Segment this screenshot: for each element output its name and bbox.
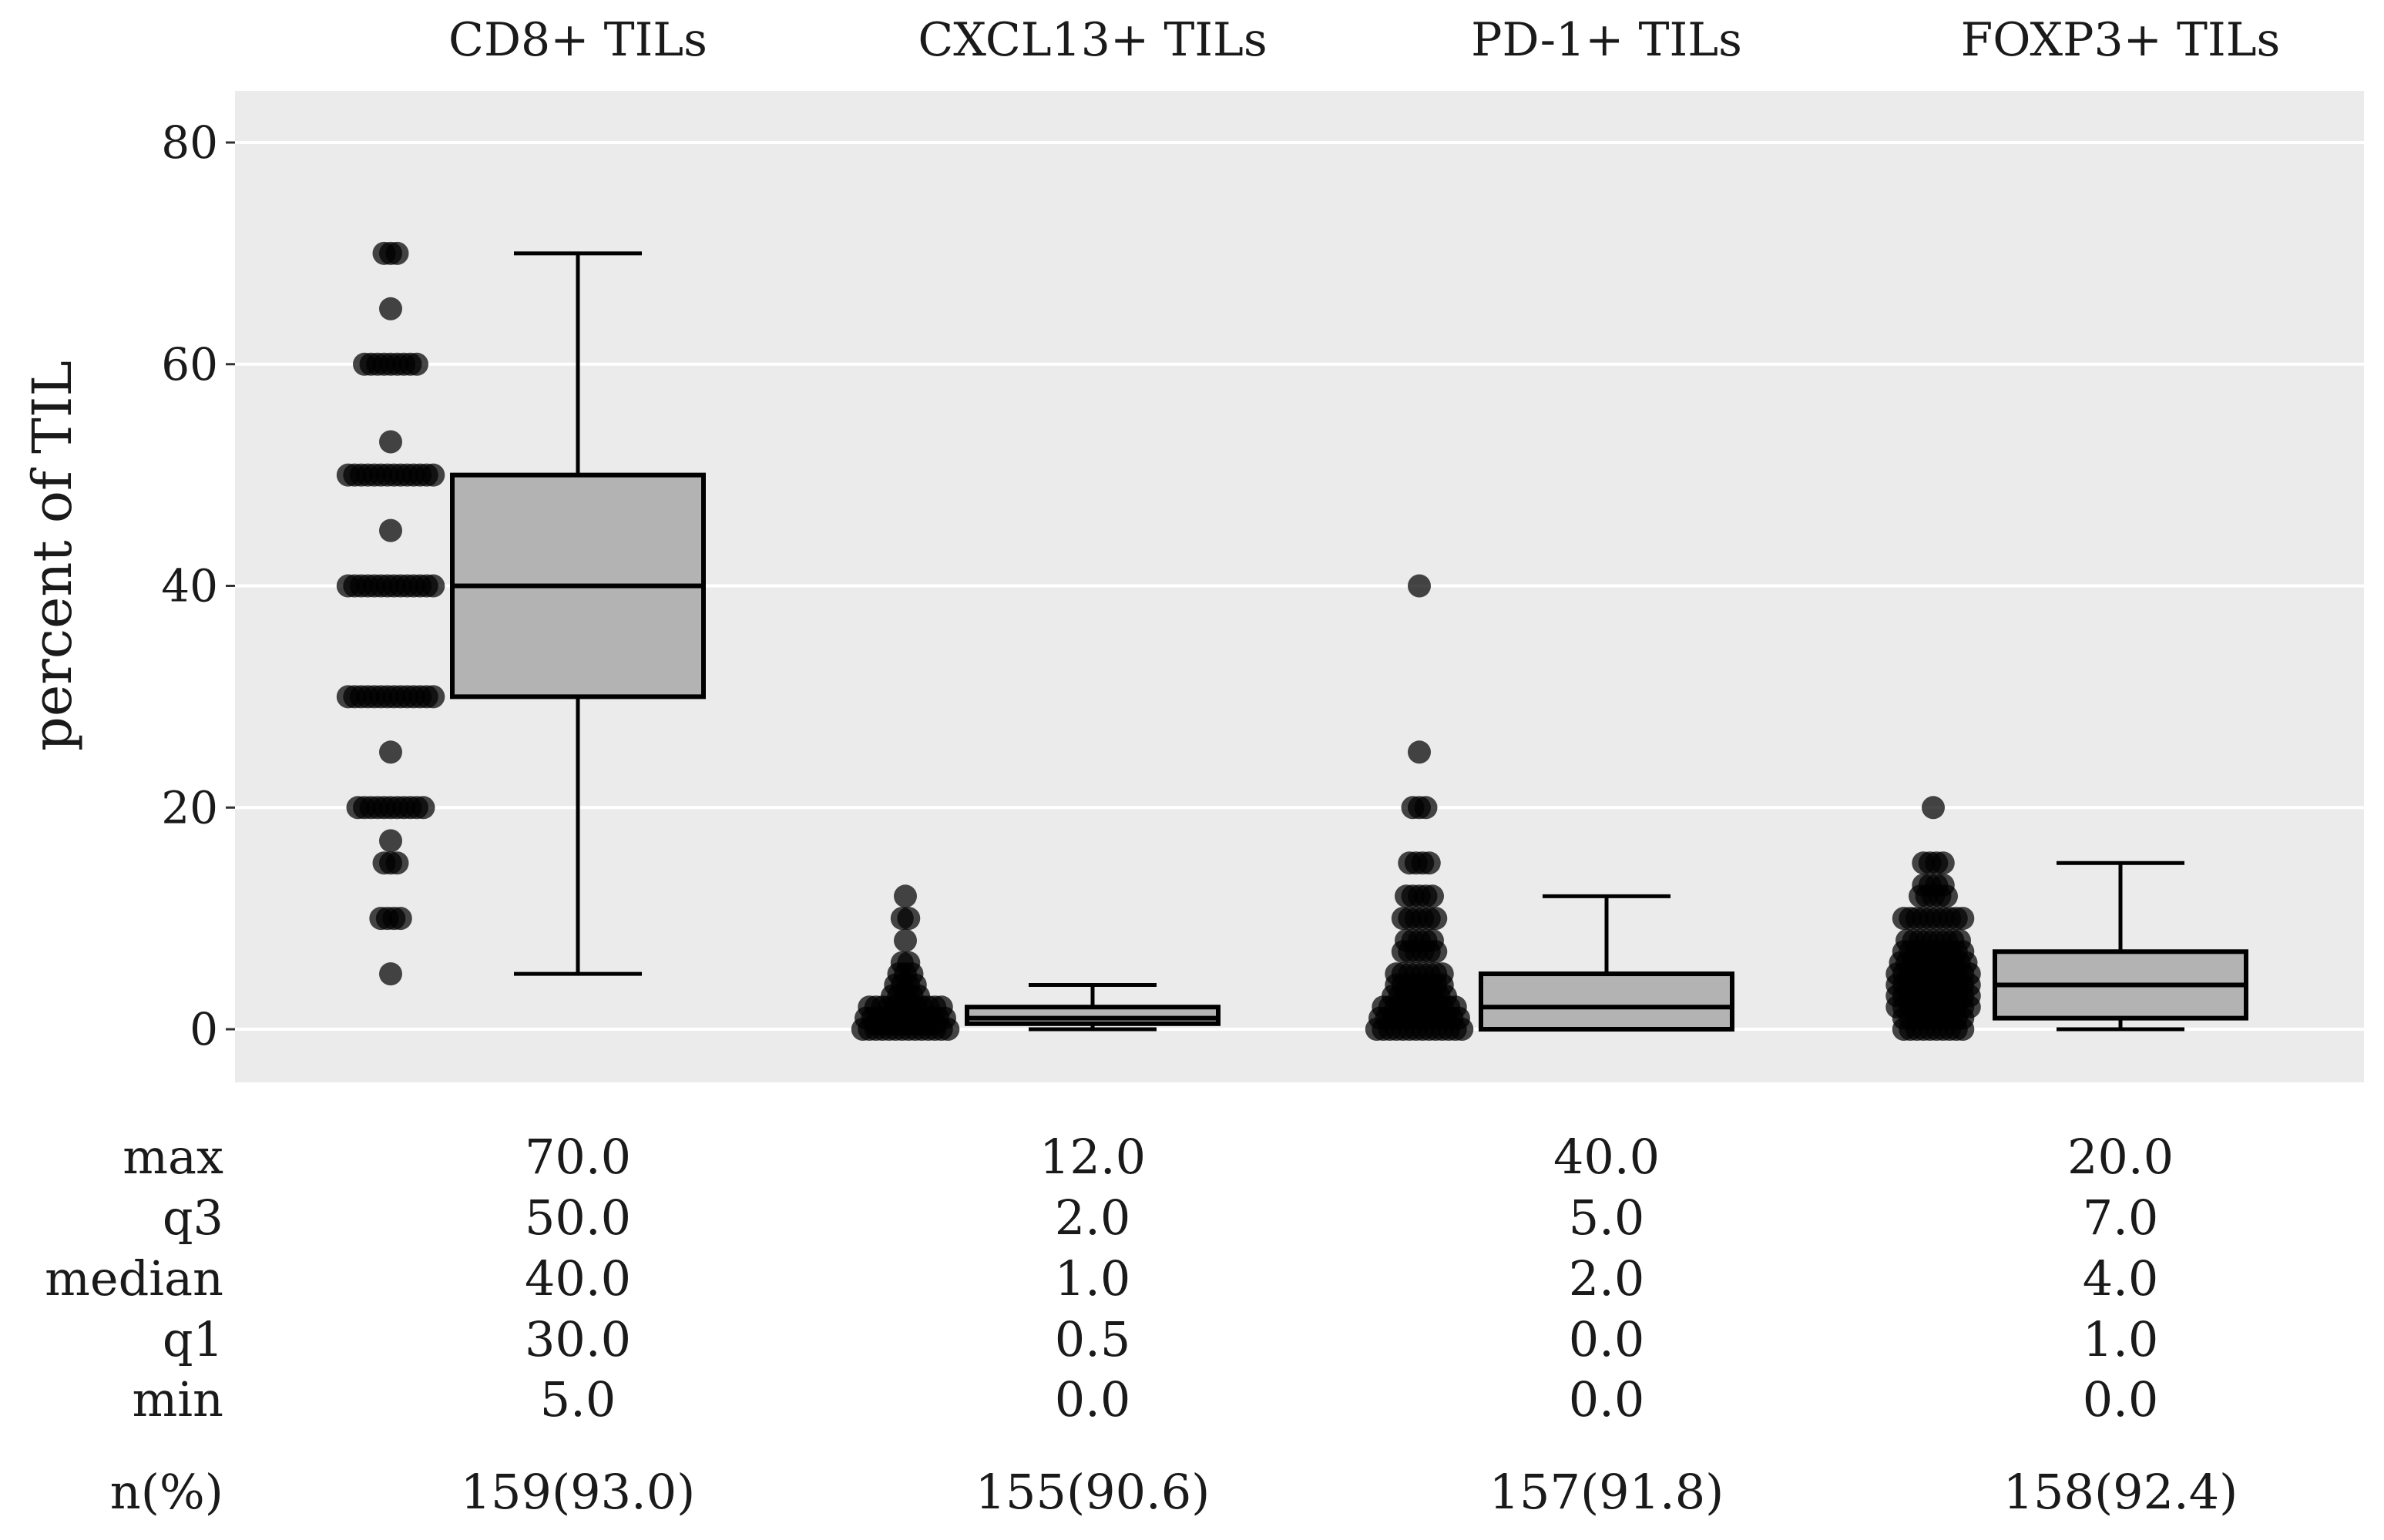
data-point: [894, 928, 917, 952]
y-tick-label: 80: [161, 116, 218, 169]
stat-value: 4.0: [2083, 1250, 2159, 1307]
data-point: [379, 297, 402, 320]
data-point: [388, 907, 412, 931]
iqr-box: [1479, 971, 1734, 1032]
iqr-box: [965, 1005, 1221, 1026]
data-point: [379, 740, 402, 764]
stat-value: 70.0: [525, 1129, 631, 1185]
n-value: 159(93.0): [461, 1464, 696, 1520]
data-point: [379, 518, 402, 542]
data-point: [1450, 1018, 1474, 1041]
data-point: [1421, 884, 1444, 908]
n-value: 155(90.6): [975, 1464, 1210, 1520]
data-point: [385, 851, 409, 875]
stat-value: 1.0: [2083, 1311, 2159, 1367]
data-point: [1414, 796, 1438, 820]
stat-value: 0.0: [1055, 1371, 1131, 1428]
stat-row-label: max: [123, 1129, 223, 1185]
y-tick-label: 20: [161, 781, 218, 834]
data-point: [936, 1018, 960, 1041]
y-tick-label: 0: [190, 1003, 218, 1055]
y-tick-label: 40: [161, 560, 218, 612]
data-point: [894, 884, 917, 908]
stat-value: 2.0: [1055, 1189, 1131, 1246]
data-point: [405, 352, 428, 376]
data-point: [1935, 884, 1958, 908]
group-headers: CD8+ TILs CXCL13+ TILs PD-1+ TILs FOXP3+ TI…: [448, 13, 2280, 67]
data-point: [421, 574, 445, 598]
stat-value: 5.0: [540, 1371, 616, 1428]
data-point: [379, 829, 402, 853]
data-point: [1931, 851, 1955, 875]
stat-row-label: median: [45, 1250, 223, 1307]
stat-value: 7.0: [2083, 1189, 2159, 1246]
stat-value: 0.5: [1055, 1311, 1131, 1367]
y-axis-label: percent of TIL: [21, 361, 84, 751]
stat-value: 5.0: [1569, 1189, 1645, 1246]
n-value: 158(92.4): [2003, 1464, 2238, 1520]
data-point: [1424, 907, 1448, 931]
stat-value: 1.0: [1055, 1250, 1131, 1307]
y-axis-ticks: 0 20 40 60 80: [161, 116, 235, 1055]
n-value: 157(91.8): [1489, 1464, 1724, 1520]
data-point: [1922, 796, 1945, 820]
summary-statistics-table: max 70.0 12.0 40.0 20.0q3 50.0 2.0 5.0 7.0median…: [45, 1129, 2238, 1520]
stat-value: 0.0: [2083, 1371, 2159, 1428]
stat-row-label: q3: [163, 1189, 223, 1246]
boxes: [450, 251, 2248, 1032]
data-point: [1408, 740, 1431, 764]
stat-value: 40.0: [1553, 1129, 1660, 1185]
data-point: [1417, 851, 1441, 875]
data-point: [1408, 574, 1431, 598]
stat-value: 40.0: [525, 1250, 631, 1307]
data-point: [411, 796, 435, 820]
group-header: FOXP3+ TILs: [1961, 13, 2281, 67]
group-header: PD-1+ TILs: [1471, 13, 1742, 67]
group-header: CXCL13+ TILs: [918, 13, 1267, 67]
jitter-points: [336, 241, 1981, 1041]
stat-value: 30.0: [525, 1311, 631, 1367]
stat-value: 12.0: [1039, 1129, 1146, 1185]
stat-row-label: q1: [163, 1311, 223, 1367]
stat-value: 0.0: [1569, 1311, 1645, 1367]
y-tick-label: 60: [161, 338, 218, 391]
data-point: [1951, 907, 1975, 931]
data-point: [421, 463, 445, 487]
stat-value: 2.0: [1569, 1250, 1645, 1307]
stat-value: 20.0: [2067, 1129, 2174, 1185]
data-point: [1424, 940, 1448, 964]
data-point: [379, 430, 402, 454]
stat-row-label: min: [132, 1371, 223, 1428]
data-point: [421, 685, 445, 709]
stat-value: 0.0: [1569, 1371, 1645, 1428]
data-point: [897, 907, 921, 931]
n-row-label: n(%): [110, 1464, 223, 1520]
data-point: [385, 241, 409, 265]
stat-value: 50.0: [525, 1189, 631, 1246]
group-header: CD8+ TILs: [448, 13, 707, 67]
data-point: [1951, 1018, 1975, 1041]
data-point: [379, 962, 402, 986]
